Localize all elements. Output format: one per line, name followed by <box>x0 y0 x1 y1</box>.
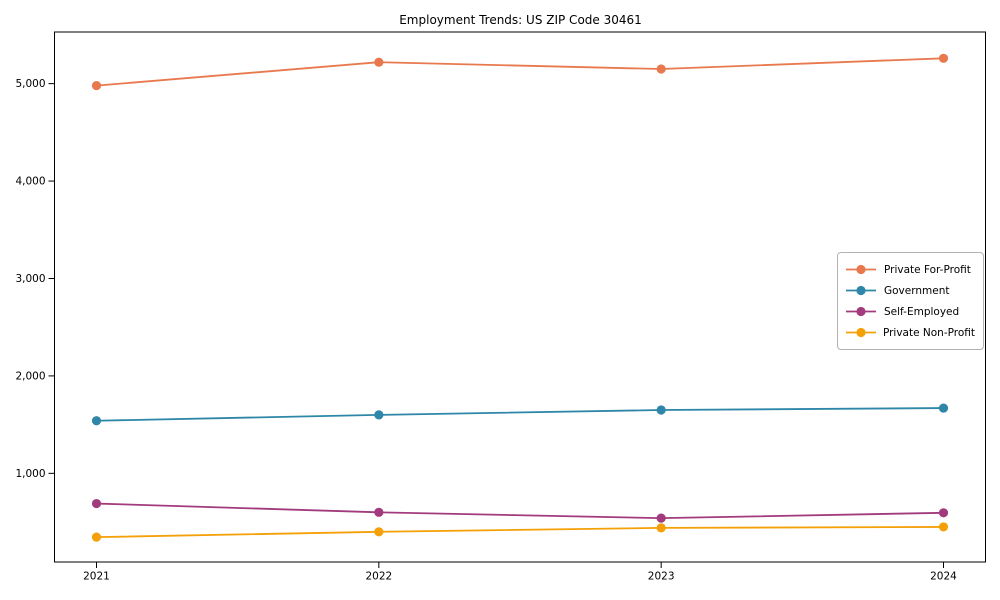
legend-entry-label: Private For-Profit <box>884 263 971 276</box>
legend-entry: Private For-Profit <box>845 259 975 280</box>
x-tick-label: 2022 <box>365 571 392 583</box>
legend-marker-icon <box>846 306 876 317</box>
data-point[interactable] <box>656 64 666 74</box>
data-point[interactable] <box>91 498 102 509</box>
y-tick-label: 4,000 <box>15 176 45 188</box>
data-point[interactable] <box>374 57 384 67</box>
legend-entry-label: Self-Employed <box>884 305 960 318</box>
y-tick-label: 1,000 <box>15 468 45 480</box>
data-point[interactable] <box>91 532 102 542</box>
legend-marker-icon <box>846 285 876 296</box>
data-point[interactable] <box>938 508 949 518</box>
legend-entry: Private Non-Profit <box>845 322 975 343</box>
data-point[interactable] <box>656 513 666 523</box>
series-line-private-non-profit <box>96 526 944 539</box>
data-point[interactable] <box>374 527 384 537</box>
legend-entry: Self-Employed <box>845 301 975 322</box>
legend-marker-icon <box>846 264 876 275</box>
legend-entry: Government <box>845 280 975 301</box>
y-tick-label: 3,000 <box>15 273 45 285</box>
data-point[interactable] <box>938 403 949 413</box>
y-tick-label: 2,000 <box>15 371 45 383</box>
data-point[interactable] <box>938 53 949 63</box>
legend-marker-icon <box>846 327 876 338</box>
series-line-private-for-profit <box>96 57 944 87</box>
y-tick-label: 5,000 <box>15 78 45 90</box>
data-point[interactable] <box>656 405 666 415</box>
legend-entry-label: Government <box>884 284 950 297</box>
x-tick-label: 2024 <box>930 571 957 583</box>
series-line-government <box>96 407 944 422</box>
chart-title: Employment Trends: US ZIP Code 30461 <box>399 13 642 27</box>
legend: Private For-Profit Government Self-Employe… <box>837 252 984 350</box>
x-tick-label: 2021 <box>83 571 110 583</box>
data-point[interactable] <box>374 410 384 420</box>
x-tick-label: 2023 <box>648 571 675 583</box>
plot-border <box>54 31 986 563</box>
data-point[interactable] <box>938 522 949 532</box>
data-point[interactable] <box>91 80 102 91</box>
data-point[interactable] <box>374 507 384 517</box>
series-line-self-employed <box>96 502 944 520</box>
data-point[interactable] <box>656 523 666 533</box>
legend-entry-label: Private Non-Profit <box>882 326 975 339</box>
data-point[interactable] <box>91 416 102 426</box>
